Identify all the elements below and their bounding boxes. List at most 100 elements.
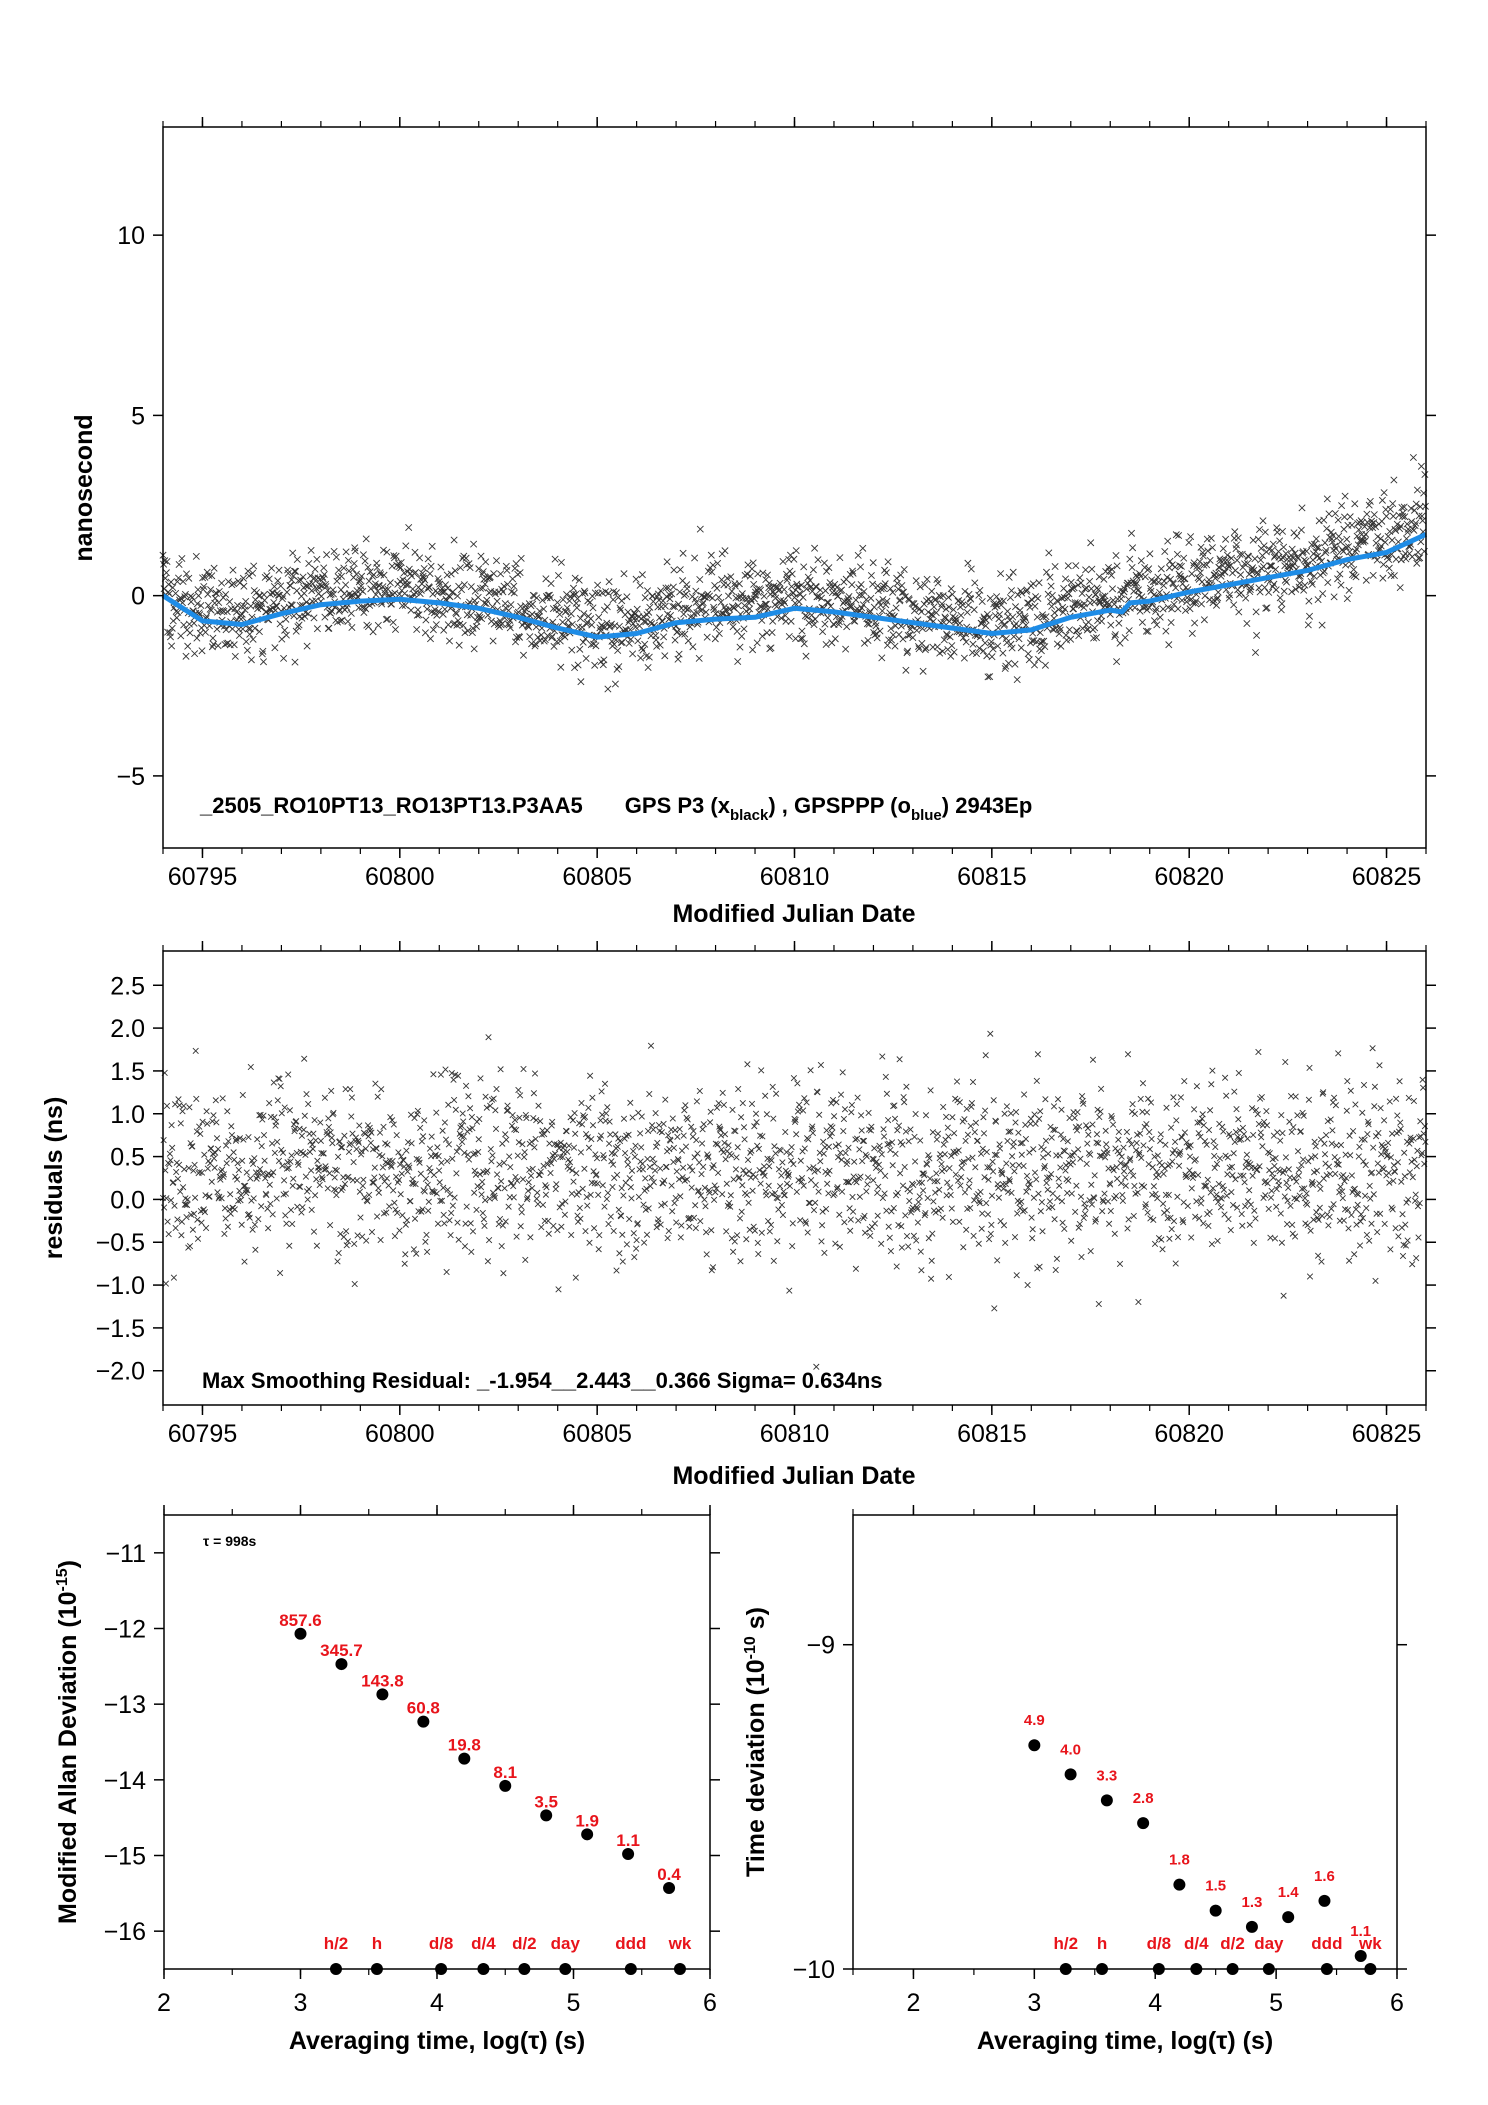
residual-point [1321,1140,1328,1147]
gps-p3-point [976,586,984,594]
gps-p3-point [1380,489,1388,497]
gps-p3-point [186,629,194,637]
gps-p3-point [1191,619,1199,627]
gps-p3-point [1071,599,1079,607]
gps-p3-point [193,634,201,642]
residual-point [658,1129,666,1136]
gps-p3-point [610,640,618,648]
gps-p3-point [878,607,886,615]
gps-p3-point [327,609,335,617]
residual-point [1078,1253,1085,1261]
gps-p3-point [1154,578,1163,586]
residual-point [1395,1233,1402,1240]
residual-point [1131,1110,1139,1118]
gps-p3-point [805,619,813,627]
gps-p3-point [355,578,363,586]
gps-p3-point [696,575,704,584]
gps-p3-point [1126,555,1134,563]
gps-p3-point [848,581,856,589]
residual-point [375,1189,383,1196]
residual-point [1157,1131,1164,1138]
residual-point [1206,1208,1213,1216]
residual-point [317,1119,324,1126]
residual-point [972,1119,980,1126]
residual-point [665,1132,672,1139]
gps-p3-point [699,600,707,608]
deviation-point-label: 345.7 [320,1641,363,1660]
gps-p3-point [263,572,271,580]
gps-p3-point [860,639,869,647]
gps-p3-point [1181,606,1190,615]
residual-point [745,1199,752,1206]
gps-p3-point [308,587,316,595]
gps-p3-point [993,602,1001,610]
gps-p3-point [277,582,285,590]
residual-point [1283,1179,1290,1186]
gps-p3-point [550,642,558,650]
residual-point [505,1203,512,1210]
residual-point [899,1182,907,1189]
gps-p3-point [437,563,445,571]
gps-p3-point [1082,566,1090,574]
gps-p3-point [1144,627,1152,635]
residual-point [1297,1128,1304,1135]
gps-p3-point [600,656,608,664]
residual-point [296,1125,303,1132]
residual-point [210,1155,218,1162]
gps-p3-point [911,602,919,611]
gps-p3-point [1224,561,1232,569]
residual-point [1337,1183,1344,1190]
residual-point [533,1116,540,1124]
gps-p3-point [208,572,216,580]
residual-point [702,1229,710,1236]
residual-point [990,1097,997,1104]
gps-p3-point [178,554,186,563]
deviation-point [1318,1894,1331,1907]
residual-point [1328,1140,1335,1147]
gps-p3-point [897,622,905,630]
gps-p3-point [1181,575,1189,583]
residual-point [1188,1185,1195,1192]
residual-point [356,1188,364,1195]
tdev-x-axis-label: Averaging time, log(τ) (s) [977,2027,1273,2055]
residual-point [531,1144,538,1151]
gps-p3-point [856,563,865,571]
residual-point [775,1206,782,1213]
residual-point [848,1101,856,1109]
gps-p3-point [951,617,959,625]
gps-p3-point [1016,606,1024,614]
residual-point [614,1143,621,1150]
gps-p3-point [668,590,676,598]
gps-p3-point [867,594,875,602]
gps-p3-point [1099,592,1107,600]
residual-point [1312,1143,1319,1150]
residual-point [219,1095,226,1102]
residual-point [774,1238,781,1245]
gps-p3-point [383,548,391,556]
residual-point [652,1143,660,1150]
residual-point [638,1113,645,1120]
gps-p3-point [1305,597,1313,605]
residual-point [743,1236,750,1243]
residual-point [475,1136,482,1143]
gps-p3-point [573,604,581,612]
gps-p3-point [190,619,198,627]
gps-p3-point [278,595,286,603]
gps-p3-point [567,593,575,601]
gps-p3-point [500,582,508,590]
residual-point [883,1207,890,1214]
residual-point [581,1165,588,1172]
x-tick-label: 3 [294,1989,308,2017]
residual-point [852,1136,859,1143]
x-tick-label: 60800 [365,1420,435,1448]
gps-p3-point [365,577,373,585]
residual-point [1376,1210,1384,1217]
residual-point [222,1215,229,1222]
gps-p3-point [351,547,359,555]
gps-p3-point [255,628,263,636]
residual-point [941,1151,949,1158]
gps-p3-point [618,597,626,605]
gps-p3-point [1390,476,1398,484]
residual-point [459,1110,466,1117]
residual-point [1305,1158,1312,1165]
